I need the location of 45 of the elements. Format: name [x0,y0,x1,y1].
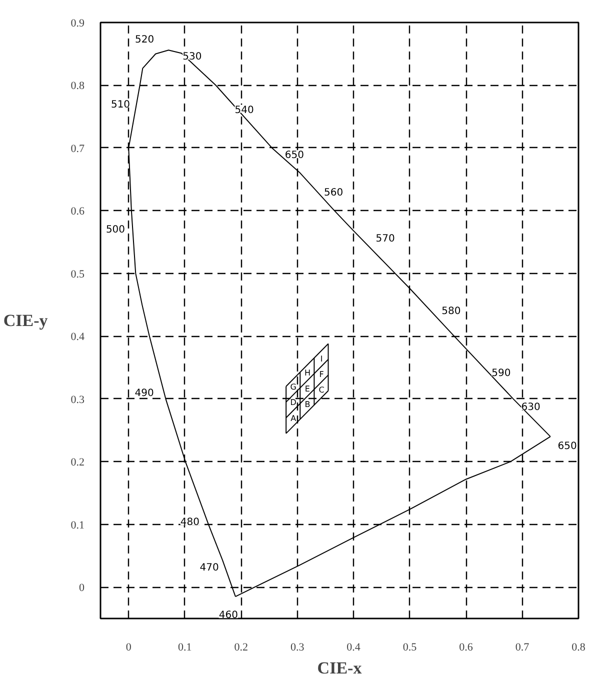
y-tick-label: 0.3 [70,394,85,406]
y-tick-label: 0 [79,582,85,594]
annotation: I [320,354,323,364]
annotation: 650 [284,150,304,162]
x-tick-label: 0.7 [515,642,530,654]
y-axis-title: CIE-y [3,311,48,330]
annotation: C [318,386,325,395]
annotation: 510 [110,99,130,110]
x-tick-label: 0.6 [459,642,474,654]
y-tick-label: 0.1 [70,519,84,532]
annotation: 520 [134,34,154,46]
x-tick-label: 0.1 [178,642,192,654]
y-tick-label: 0.7 [70,142,85,155]
annotation: G [290,382,296,392]
x-axis-title: CIE-x [317,658,362,678]
annotation: 580 [442,306,461,318]
y-tick-label: 0.5 [70,268,85,280]
annotation: 490 [134,388,154,399]
annotation: 590 [492,368,511,380]
x-tick-label: 0.8 [572,642,586,654]
y-tick-label: 0.2 [70,456,84,469]
annotation: 470 [200,562,219,574]
annotation: H [304,368,310,378]
annotation: 540 [234,104,254,116]
x-tick-label: 0.3 [290,642,305,654]
annotation: D [290,398,296,408]
annotation: 530 [182,52,202,63]
annotation: E [304,384,310,394]
y-tick-label: 0.6 [70,206,85,218]
x-tick-label: 0.4 [346,642,361,654]
annotation: A [290,414,297,423]
annotation: B [304,400,310,410]
annotation: 560 [324,188,344,199]
annotation: 650 [558,441,577,452]
annotation: F [319,370,324,379]
x-tick-label: 0 [126,642,132,654]
x-tick-label: 0.5 [402,642,418,654]
y-tick-label: 0.9 [70,18,85,30]
annotation: 630 [521,402,540,414]
annotation: 480 [180,517,200,528]
x-tick-label: 0.2 [234,642,248,654]
y-tick-label: 0.4 [70,331,85,344]
y-tick-label: 0.8 [70,80,85,92]
annotation: 570 [376,233,395,244]
annotation: 500 [106,224,126,236]
